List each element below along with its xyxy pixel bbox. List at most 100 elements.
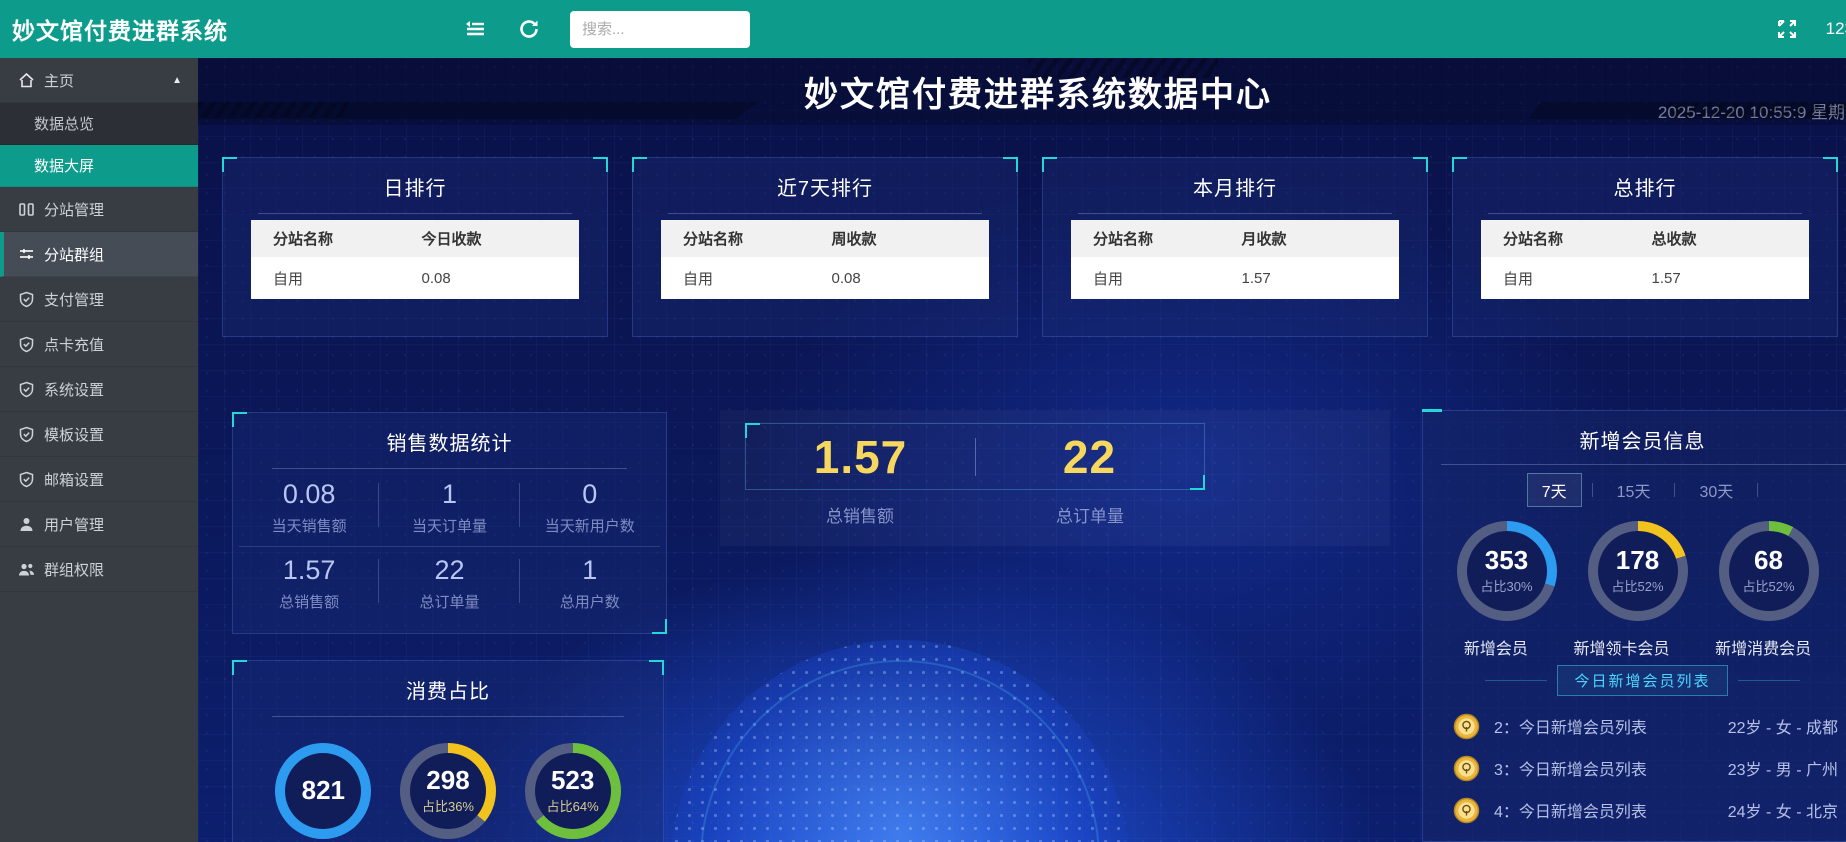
rank-table: 分站名称 周收款 自用 0.08 [661,220,989,299]
sidebar-item-substation-groups[interactable]: 分站群组 [0,232,198,277]
sidebar-item-template-settings[interactable]: 模板设置 [0,412,198,457]
sidebar-item-label: 系统设置 [44,381,105,399]
table-header: 分站名称 总收款 [1481,220,1809,257]
divider [1674,483,1676,497]
member-text: 3：今日新增会员列表 [1494,762,1647,779]
dashboard-title: 妙文馆付费进群系统数据中心 [804,76,1272,114]
header-strip-decoration [1528,102,1846,119]
divider [1591,483,1593,497]
stat-total-orders: 22 总订单量 [379,547,520,622]
period-tabs: 7天 15天 30天 [1423,473,1846,507]
chevron-up-icon: ▲ [172,74,182,86]
shield-check-icon [18,291,35,308]
home-icon [18,72,35,89]
divider [1485,680,1548,681]
rank-table: 分站名称 月收款 自用 1.57 [1071,220,1399,299]
sidebar-item-data-screen[interactable]: 数据大屏 [0,145,198,187]
donut-chart: 298 占比36% [399,743,496,839]
totals-box: 1.57 22 [745,423,1205,490]
dashboard: 妙文馆付费进群系统数据中心 2025-12-20 10:55:9 星期六 日排行… [198,58,1846,842]
ring-label: 新增领卡会员 [1573,641,1670,658]
card-title: 销售数据统计 [386,433,513,455]
rank-table: 分站名称 今日收款 自用 0.08 [251,220,579,299]
today-members-list-button[interactable]: 今日新增会员列表 [1557,665,1728,696]
card-title: 本月排行 [1193,178,1277,200]
sidebar-item-label: 分站群组 [44,246,105,264]
member-meta: 22岁 - 女 - 成都 [1727,720,1838,737]
card-title: 近7天排行 [776,178,874,200]
divider [1757,483,1759,497]
sidebar-item-system-settings[interactable]: 系统设置 [0,367,198,412]
medal-icon [1453,713,1480,740]
sidebar-item-user-mgmt[interactable]: 用户管理 [0,502,198,547]
sidebar-item-payment-mgmt[interactable]: 支付管理 [0,277,198,322]
topbar: 妙文馆付费进群系统 123 [0,0,1846,58]
new-members-panel: 新增会员信息 7天 15天 30天 353 占比30% 178 占比52% 68 占比… [1422,409,1846,842]
refresh-icon[interactable] [516,16,542,42]
ring-labels: 新增会员 新增领卡会员 新增消费会员 [1423,635,1846,659]
collapse-menu-icon[interactable] [462,16,488,42]
total-orders-number: 22 [1062,430,1117,483]
search-input[interactable] [570,10,750,48]
app-title: 妙文馆付费进群系统 [12,18,228,44]
stat-total-sales: 1.57 总销售额 [239,547,380,622]
fullscreen-icon[interactable] [1774,16,1800,42]
table-header: 分站名称 月收款 [1071,220,1399,257]
sidebar-item-label: 模板设置 [44,426,105,444]
username[interactable]: 123 [1825,19,1846,38]
table-row: 自用 0.08 [251,257,579,299]
shield-check-icon [18,381,35,398]
shield-check-icon [18,426,35,443]
card-title: 消费占比 [406,681,490,703]
card-title: 总排行 [1613,178,1677,200]
sidebar-item-group-permissions[interactable]: 群组权限 [0,547,198,592]
sales-stats-card: 销售数据统计 0.08 当天销售额 1 当天订单量 0 当天新用户数 1.57 总销售额… [232,412,667,634]
divider [257,213,573,214]
card-title: 新增会员信息 [1579,431,1706,453]
datetime: 2025-12-20 10:55:9 星期六 [1657,103,1846,122]
total-sales-label: 总销售额 [826,507,894,526]
table-row: 自用 1.57 [1481,257,1809,299]
sidebar-item-substation-mgmt[interactable]: 分站管理 [0,187,198,232]
rank-table: 分站名称 总收款 自用 1.57 [1481,220,1809,299]
rank-card-total: 总排行 分站名称 总收款 自用 1.57 [1452,157,1838,337]
sidebar-item-home[interactable]: 主页 ▲ [0,58,198,103]
divider [1737,680,1800,681]
member-list-item: 2：今日新增会员列表 22岁 - 女 - 成都 [1453,709,1838,743]
tab-7-days[interactable]: 7天 [1526,473,1582,507]
grid-icon [18,201,35,218]
sidebar-item-label: 点卡充值 [44,336,105,354]
totals-labels: 总销售额 总订单量 [745,502,1205,527]
donut-chart: 178 占比52% [1587,521,1688,621]
donut-chart: 523 占比64% [524,743,621,839]
donut-chart: 821 [275,743,372,839]
topbar-right: 123 [1774,0,1846,58]
tab-30-days[interactable]: 30天 [1699,484,1734,501]
member-list-item: 3：今日新增会员列表 23岁 - 男 - 广州 [1453,751,1838,785]
users-icon [18,561,35,578]
rank-card-month: 本月排行 分站名称 月收款 自用 1.57 [1042,157,1428,337]
shield-check-icon [18,336,35,353]
divider [271,468,628,469]
divider [1487,213,1803,214]
rank-card-daily: 日排行 分站名称 今日收款 自用 0.08 [222,157,608,337]
divider [1077,213,1393,214]
topbar-center [462,0,750,58]
sidebar-item-card-recharge[interactable]: 点卡充值 [0,322,198,367]
stat-today-orders: 1 当天订单量 [379,471,520,547]
ring-label: 新增消费会员 [1715,641,1812,658]
medal-icon [1453,797,1480,824]
member-meta: 24岁 - 女 - 北京 [1727,804,1838,821]
tab-15-days[interactable]: 15天 [1616,484,1651,501]
member-rings: 353 占比30% 178 占比52% 68 占比52% [1423,521,1846,621]
sidebar-item-data-overview[interactable]: 数据总览 [0,103,198,145]
card-title: 日排行 [383,178,447,200]
stat-total-users: 1 总用户数 [559,555,620,611]
sidebar-item-mail-settings[interactable]: 邮箱设置 [0,457,198,502]
sidebar-item-label: 数据大屏 [34,158,95,175]
sidebar-item-label: 用户管理 [44,516,105,534]
sliders-icon [18,246,35,263]
sidebar-item-label: 群组权限 [44,561,105,579]
shield-check-icon [18,471,35,488]
